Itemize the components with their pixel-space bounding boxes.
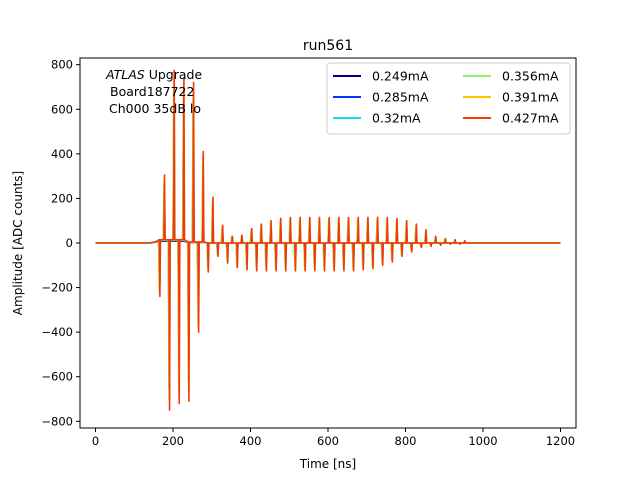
- y-tick-label-3: −200: [41, 281, 73, 295]
- y-axis-label: Amplitude [ADC counts]: [11, 171, 25, 315]
- y-tick-label-4: 0: [66, 236, 73, 250]
- legend-label-1: 0.285mA: [372, 90, 429, 105]
- annotation-atlas: ATLAS: [105, 67, 145, 82]
- legend-label-2: 0.32mA: [372, 111, 421, 126]
- y-tick-label-2: −400: [41, 325, 73, 339]
- chart-title: run561: [303, 38, 353, 54]
- x-tick-label-4: 800: [395, 434, 417, 448]
- x-tick-label-1: 200: [162, 434, 184, 448]
- y-tick-label-5: 200: [51, 191, 73, 205]
- legend-label-0: 0.249mA: [372, 69, 429, 84]
- legend-frame: [326, 62, 571, 135]
- annotation-upgrade: Upgrade: [145, 67, 203, 82]
- x-tick-label-0: 0: [92, 434, 99, 448]
- x-tick-label-5: 1000: [468, 434, 497, 448]
- y-tick-label-6: 400: [51, 147, 73, 161]
- legend: 0.249mA 0.285mA 0.32mA 0.356mA 0.391mA 0.427m…: [326, 62, 571, 135]
- x-tick-label-6: 1200: [546, 434, 575, 448]
- y-tick-label-0: −800: [41, 414, 73, 428]
- y-tick-label-8: 800: [51, 58, 73, 72]
- y-tick-label-7: 600: [51, 102, 73, 116]
- x-axis: 0 200 400 600 800 1000 1200: [92, 428, 575, 448]
- series-line-5: [95, 69, 561, 411]
- x-tick-label-3: 600: [317, 434, 339, 448]
- svg-text:ATLAS Upgrade: ATLAS Upgrade: [105, 67, 202, 82]
- annotation-board: Board187722: [110, 84, 194, 99]
- legend-label-4: 0.391mA: [502, 90, 559, 105]
- series-layer: [95, 69, 561, 411]
- legend-label-5: 0.427mA: [502, 111, 559, 126]
- y-axis: −800 −600 −400 −200 0 200 400 600 800: [41, 58, 80, 428]
- annotation: ATLAS Upgrade Board187722 Ch000 35dB lo: [105, 67, 202, 116]
- x-axis-label: Time [ns]: [299, 457, 356, 471]
- annotation-channel: Ch000 35dB lo: [109, 101, 201, 116]
- legend-label-3: 0.356mA: [502, 69, 559, 84]
- y-tick-label-1: −600: [41, 370, 73, 384]
- plot-area: [95, 69, 561, 411]
- x-tick-label-2: 400: [240, 434, 262, 448]
